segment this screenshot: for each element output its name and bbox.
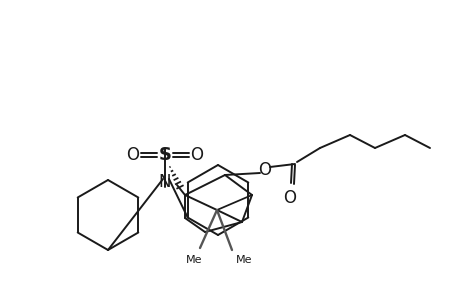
Text: Me: Me [185,255,202,265]
Text: O: O [126,146,139,164]
Text: N: N [158,173,171,191]
Text: O: O [190,146,203,164]
Text: O: O [258,161,271,179]
Text: Me: Me [235,255,252,265]
Text: S: S [158,146,171,164]
Text: O: O [283,189,296,207]
